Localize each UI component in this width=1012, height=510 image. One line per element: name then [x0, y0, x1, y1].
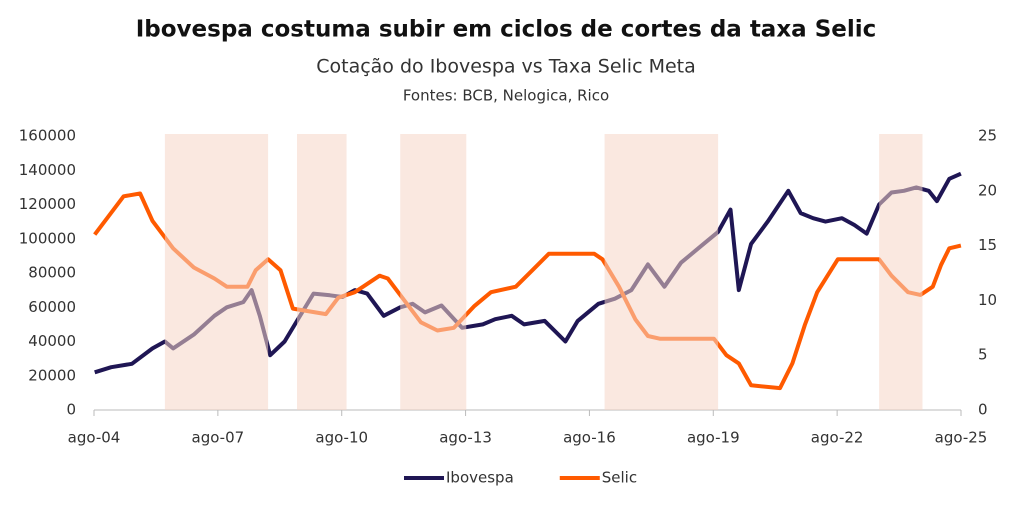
y-tick-label: 80000	[28, 264, 76, 282]
x-tick-label: ago-25	[935, 429, 988, 447]
y-tick-label: 40000	[28, 332, 76, 350]
y-tick-label: 20000	[28, 366, 76, 384]
x-tick-label: ago-07	[192, 429, 245, 447]
y2-tick-label: 10	[978, 291, 997, 309]
shaded-period	[400, 134, 467, 410]
y2-tick-label: 15	[978, 236, 997, 254]
y-tick-label: 100000	[19, 229, 76, 247]
shaded-period	[604, 134, 719, 410]
x-tick-label: ago-16	[563, 429, 616, 447]
y2-tick-label: 25	[978, 127, 997, 145]
x-tick-label: ago-04	[68, 429, 121, 447]
y2-tick-label: 5	[978, 346, 988, 364]
y2-tick-label: 0	[978, 401, 988, 419]
x-tick-label: ago-13	[439, 429, 492, 447]
chart-subtitle: Cotação do Ibovespa vs Taxa Selic Meta	[316, 56, 696, 78]
legend-label: Selic	[602, 469, 637, 487]
y-tick-label: 140000	[19, 161, 76, 179]
shaded-period	[164, 134, 269, 410]
y2-tick-label: 20	[978, 181, 997, 199]
y-tick-label: 160000	[19, 127, 76, 145]
legend-label: Ibovespa	[446, 469, 514, 487]
x-tick-label: ago-10	[315, 429, 368, 447]
shaded-period	[297, 134, 347, 410]
y-tick-label: 0	[66, 401, 76, 419]
y-tick-label: 120000	[19, 195, 76, 213]
x-tick-label: ago-22	[811, 429, 864, 447]
chart-title: Ibovespa costuma subir em ciclos de cort…	[136, 17, 877, 43]
x-tick-label: ago-19	[687, 429, 740, 447]
shaded-period	[879, 134, 923, 410]
chart-source: Fontes: BCB, Nelogica, Rico	[403, 87, 609, 105]
y-tick-label: 60000	[28, 298, 76, 316]
